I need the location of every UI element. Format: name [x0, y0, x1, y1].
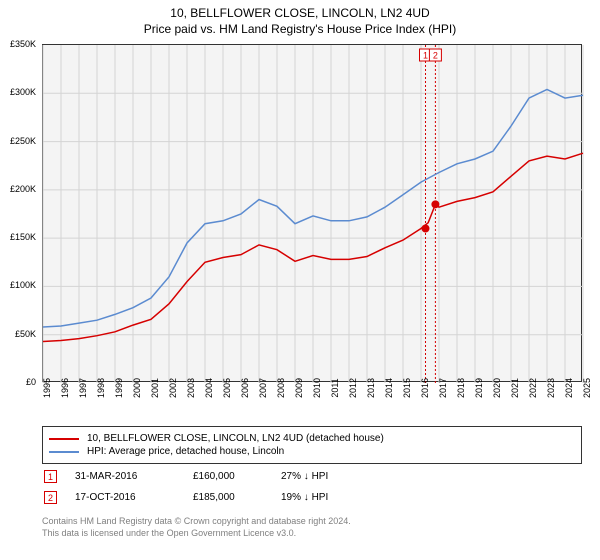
y-tick-label: £200K [10, 184, 36, 194]
x-tick-label: 2017 [438, 378, 448, 398]
chart-svg: 12 [43, 45, 581, 381]
x-tick-label: 2011 [330, 378, 340, 397]
sales-table: 1 31-MAR-2016 £160,000 27% ↓ HPI 2 17-OCT-201… [42, 466, 582, 508]
sale-row: 1 31-MAR-2016 £160,000 27% ↓ HPI [42, 466, 582, 487]
legend-row: 10, BELLFLOWER CLOSE, LINCOLN, LN2 4UD (… [49, 433, 575, 444]
legend-label: 10, BELLFLOWER CLOSE, LINCOLN, LN2 4UD (… [87, 433, 384, 444]
y-tick-label: £150K [10, 232, 36, 242]
sale-date: 17-OCT-2016 [75, 492, 175, 503]
y-tick-label: £250K [10, 136, 36, 146]
x-tick-label: 2007 [258, 378, 268, 398]
x-tick-label: 1998 [96, 378, 106, 398]
x-tick-label: 2014 [384, 378, 394, 398]
sale-marker: 2 [44, 491, 57, 504]
x-tick-label: 2000 [132, 378, 142, 398]
legend-swatch [49, 451, 79, 453]
y-axis-labels: £0£50K£100K£150K£200K£250K£300K£350K [0, 44, 40, 382]
footer-line1: Contains HM Land Registry data © Crown c… [42, 516, 582, 528]
x-tick-label: 2009 [294, 378, 304, 398]
x-tick-label: 1995 [42, 378, 52, 398]
x-tick-label: 2023 [546, 378, 556, 398]
sale-row: 2 17-OCT-2016 £185,000 19% ↓ HPI [42, 487, 582, 508]
x-tick-label: 1999 [114, 378, 124, 398]
sale-diff: 19% ↓ HPI [281, 492, 328, 503]
x-tick-label: 2022 [528, 378, 538, 398]
x-tick-label: 2012 [348, 378, 358, 398]
x-tick-label: 2002 [168, 378, 178, 398]
x-tick-label: 2008 [276, 378, 286, 398]
x-tick-label: 2013 [366, 378, 376, 398]
x-tick-label: 2016 [420, 378, 430, 398]
svg-text:1: 1 [423, 51, 428, 61]
x-tick-label: 2025 [582, 378, 592, 398]
x-tick-label: 2005 [222, 378, 232, 398]
legend: 10, BELLFLOWER CLOSE, LINCOLN, LN2 4UD (… [42, 426, 582, 464]
chart-titles: 10, BELLFLOWER CLOSE, LINCOLN, LN2 4UD P… [0, 0, 600, 36]
x-tick-label: 2018 [456, 378, 466, 398]
x-tick-label: 1996 [60, 378, 70, 398]
x-tick-label: 2021 [510, 378, 520, 398]
x-tick-label: 2020 [492, 378, 502, 398]
y-tick-label: £0 [26, 377, 36, 387]
legend-label: HPI: Average price, detached house, Linc… [87, 446, 284, 457]
x-tick-label: 2001 [150, 378, 160, 398]
svg-text:2: 2 [433, 51, 438, 61]
x-tick-label: 1997 [78, 378, 88, 398]
x-tick-label: 2019 [474, 378, 484, 398]
y-tick-label: £100K [10, 280, 36, 290]
sale-diff: 27% ↓ HPI [281, 471, 328, 482]
x-tick-label: 2010 [312, 378, 322, 398]
sale-marker: 1 [44, 470, 57, 483]
x-axis-labels: 1995199619971998199920002001200220032004… [42, 384, 582, 420]
y-tick-label: £300K [10, 87, 36, 97]
sale-date: 31-MAR-2016 [75, 471, 175, 482]
x-tick-label: 2015 [402, 378, 412, 398]
x-tick-label: 2003 [186, 378, 196, 398]
legend-row: HPI: Average price, detached house, Linc… [49, 446, 575, 457]
y-tick-label: £50K [15, 329, 36, 339]
legend-swatch [49, 438, 79, 440]
sale-price: £185,000 [193, 492, 263, 503]
footer-attribution: Contains HM Land Registry data © Crown c… [42, 516, 582, 539]
title-subtitle: Price paid vs. HM Land Registry's House … [0, 22, 600, 36]
x-tick-label: 2024 [564, 378, 574, 398]
chart-plot-area: 12 [42, 44, 582, 382]
sale-price: £160,000 [193, 471, 263, 482]
footer-line2: This data is licensed under the Open Gov… [42, 528, 582, 540]
title-address: 10, BELLFLOWER CLOSE, LINCOLN, LN2 4UD [0, 6, 600, 20]
y-tick-label: £350K [10, 39, 36, 49]
x-tick-label: 2004 [204, 378, 214, 398]
x-tick-label: 2006 [240, 378, 250, 398]
